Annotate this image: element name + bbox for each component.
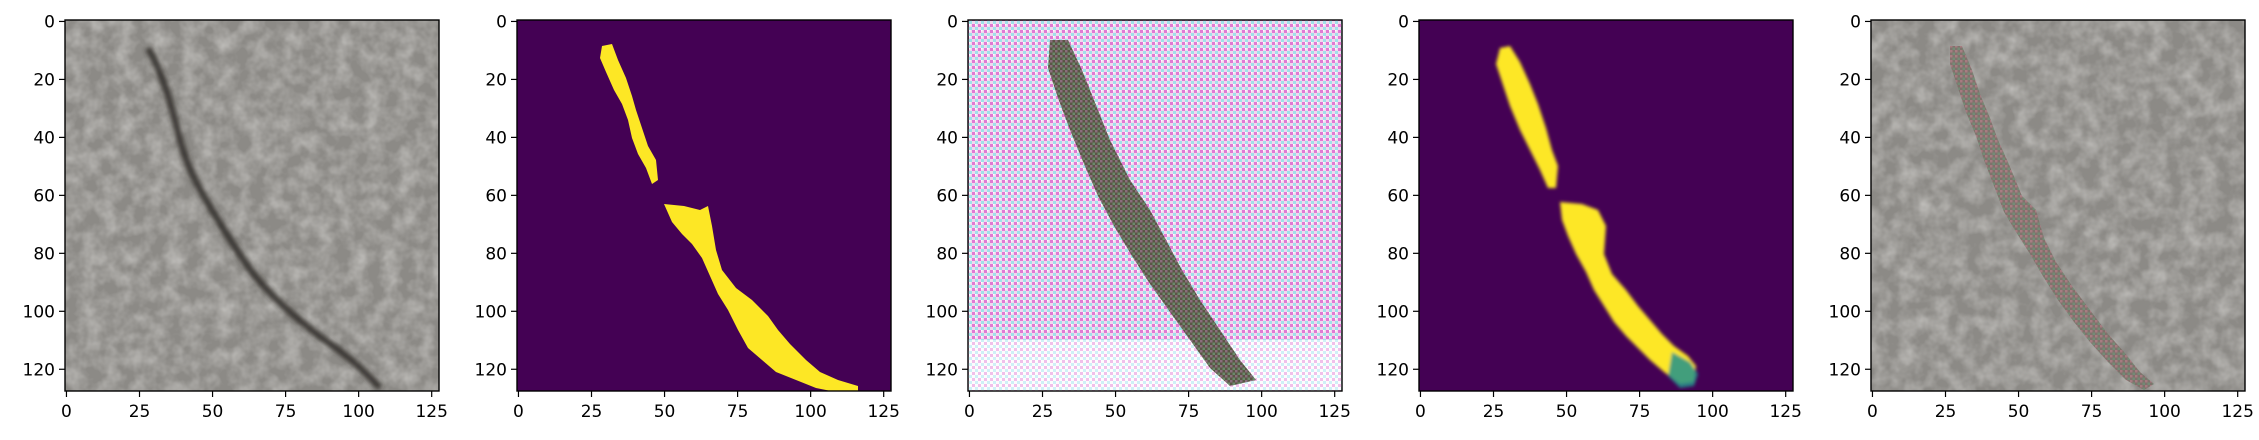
artifact-crack-band [1048,40,1256,386]
x-tick-label: 50 [1105,402,1127,422]
y-tick-label: 120 [926,360,958,380]
x-tick-label: 50 [2008,402,2030,422]
y-tick-label: 80 [1839,244,1861,264]
x-tick-label: 75 [2081,402,2103,422]
prediction-tail-edge [1668,352,1698,388]
y-tick-label: 100 [475,302,507,322]
y-tick-label: 40 [936,128,958,148]
axes-frame-4 [1418,19,1794,392]
y-tick-label: 120 [23,360,55,380]
y-tick-label: 60 [1387,186,1409,206]
axes-frame-5 [1870,19,2246,392]
x-tick-label: 50 [1556,402,1578,422]
y-tick-label: 60 [485,186,507,206]
y-tick-label: 0 [1398,12,1409,32]
axes-frame-3 [967,19,1343,392]
x-tick-label: 0 [513,402,524,422]
x-tick-label: 75 [1178,402,1200,422]
crack-line [144,46,383,391]
x-tick-label: 100 [2148,402,2180,422]
y-tick-label: 100 [1377,302,1409,322]
y-tick-label: 60 [936,186,958,206]
y-tick-label: 40 [485,128,507,148]
y-tick-label: 40 [1387,128,1409,148]
x-tick-label: 25 [581,402,603,422]
y-tick-label: 20 [485,70,507,90]
y-tick-label: 80 [33,244,55,264]
axes-layer: 0 20 40 60 80 100 120 0 25 50 75 100 125 0 20 40 60 80 100… [23,12,2254,422]
x-tick-label: 100 [794,402,826,422]
x-tick-label: 75 [1629,402,1651,422]
x-tick-label: 100 [1245,402,1277,422]
y-tick-label: 80 [485,244,507,264]
y-tick-label: 60 [1839,186,1861,206]
y-tick-label: 120 [1829,360,1861,380]
x-tick-label: 125 [2221,402,2253,422]
x-tick-label: 125 [415,402,447,422]
x-tick-label: 125 [867,402,899,422]
y-tick-label: 120 [1377,360,1409,380]
x-tick-label: 25 [1935,402,1957,422]
y-tick-label: 20 [1839,70,1861,90]
axes-frame-1 [64,19,440,392]
mask-segment-upper [600,44,658,184]
x-tick-label: 0 [1867,402,1878,422]
x-tick-label: 50 [202,402,224,422]
y-tick-label: 0 [496,12,507,32]
y-tick-label: 80 [1387,244,1409,264]
x-tick-label: 0 [61,402,72,422]
x-tick-label: 25 [129,402,151,422]
x-tick-label: 25 [1483,402,1505,422]
x-tick-label: 0 [964,402,975,422]
x-tick-label: 100 [1696,402,1728,422]
prediction-segment-upper [1496,46,1558,188]
mask-segment-lower [664,204,858,391]
panel-3-generated-artifact [968,20,1342,391]
y-tick-label: 60 [33,186,55,206]
x-tick-label: 75 [275,402,297,422]
y-tick-label: 100 [23,302,55,322]
panel-1-input-photo [65,20,439,391]
axes-frame-2 [516,19,892,392]
y-tick-label: 20 [1387,70,1409,90]
panel-2-ground-truth-mask [517,20,891,391]
x-tick-label: 50 [654,402,676,422]
y-tick-label: 0 [1850,12,1861,32]
y-tick-label: 40 [1839,128,1861,148]
y-tick-label: 120 [475,360,507,380]
x-tick-label: 75 [727,402,749,422]
x-tick-label: 125 [1318,402,1350,422]
x-tick-label: 125 [1769,402,1801,422]
overlay-noisy-crack [1950,46,2154,390]
x-tick-label: 0 [1415,402,1426,422]
y-tick-label: 20 [936,70,958,90]
y-tick-label: 0 [44,12,55,32]
panel-5-overlay-reconstruction [1871,20,2245,391]
y-tick-label: 20 [33,70,55,90]
y-tick-label: 100 [1829,302,1861,322]
prediction-segment-lower [1560,202,1696,384]
panel-4-predicted-mask [1419,20,1793,391]
x-tick-label: 25 [1032,402,1054,422]
y-tick-label: 0 [947,12,958,32]
y-tick-label: 80 [936,244,958,264]
x-tick-label: 100 [342,402,374,422]
y-tick-label: 40 [33,128,55,148]
y-tick-label: 100 [926,302,958,322]
